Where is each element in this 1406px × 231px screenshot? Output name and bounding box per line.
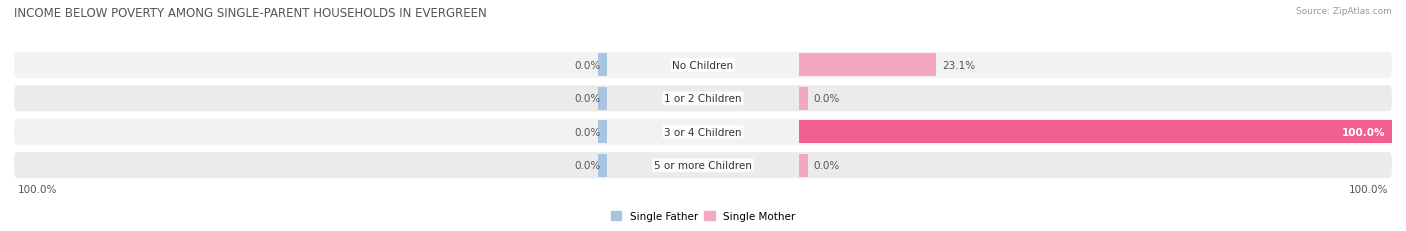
Bar bbox=[599, 54, 606, 77]
FancyBboxPatch shape bbox=[14, 152, 1392, 178]
Text: 100.0%: 100.0% bbox=[1341, 127, 1385, 137]
Bar bbox=[599, 154, 606, 177]
Bar bbox=[800, 154, 807, 177]
Text: 0.0%: 0.0% bbox=[575, 161, 600, 170]
Text: 100.0%: 100.0% bbox=[17, 184, 56, 194]
Text: No Children: No Children bbox=[672, 61, 734, 70]
Text: INCOME BELOW POVERTY AMONG SINGLE-PARENT HOUSEHOLDS IN EVERGREEN: INCOME BELOW POVERTY AMONG SINGLE-PARENT… bbox=[14, 7, 486, 20]
Bar bbox=[800, 121, 1392, 143]
FancyBboxPatch shape bbox=[14, 86, 1392, 112]
Text: 100.0%: 100.0% bbox=[1350, 184, 1389, 194]
Bar bbox=[800, 88, 807, 110]
Text: 1 or 2 Children: 1 or 2 Children bbox=[664, 94, 742, 104]
Bar bbox=[800, 54, 936, 77]
Text: 23.1%: 23.1% bbox=[942, 61, 974, 70]
FancyBboxPatch shape bbox=[14, 53, 1392, 79]
Bar bbox=[599, 121, 606, 143]
Text: 0.0%: 0.0% bbox=[575, 127, 600, 137]
FancyBboxPatch shape bbox=[14, 119, 1392, 145]
Bar bbox=[599, 88, 606, 110]
Text: 5 or more Children: 5 or more Children bbox=[654, 161, 752, 170]
Text: 0.0%: 0.0% bbox=[813, 94, 839, 104]
Text: Source: ZipAtlas.com: Source: ZipAtlas.com bbox=[1296, 7, 1392, 16]
Legend: Single Father, Single Mother: Single Father, Single Mother bbox=[610, 211, 796, 221]
Text: 0.0%: 0.0% bbox=[575, 61, 600, 70]
Text: 0.0%: 0.0% bbox=[575, 94, 600, 104]
Text: 3 or 4 Children: 3 or 4 Children bbox=[664, 127, 742, 137]
Text: 0.0%: 0.0% bbox=[813, 161, 839, 170]
